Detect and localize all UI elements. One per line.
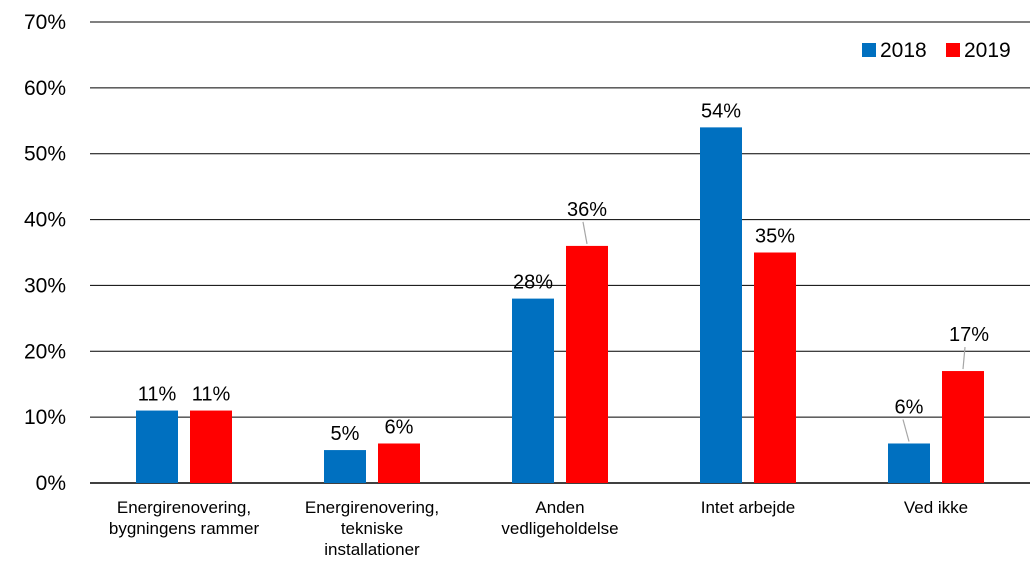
bar-2019-4 (942, 371, 984, 483)
data-label-2018-1: 5% (331, 423, 360, 445)
category-label: Ved ikke (904, 498, 968, 517)
category-label: Energirenovering, bygningens rammer (109, 498, 260, 538)
gridlines (90, 21, 1030, 484)
data-label-2019-1: 6% (385, 416, 414, 438)
bar-2018-1 (324, 450, 366, 483)
y-tick-label: 70% (24, 11, 66, 34)
legend-label-2019: 2019 (964, 39, 1011, 62)
data-label-2019-3: 35% (755, 226, 795, 248)
category-labels: Energirenovering, bygningens rammer Energi… (109, 498, 968, 559)
y-tick-label: 30% (24, 274, 66, 297)
leader-line (902, 419, 910, 442)
data-label-2018-2: 28% (513, 272, 553, 294)
bars (136, 127, 984, 483)
data-labels: 11% 5% 28% 54% 6% 11% 6% 36% 35% 17% (138, 100, 990, 445)
data-label-2019-2: 36% (567, 199, 607, 221)
category-label: Intet arbejde (701, 498, 796, 517)
leader-line (962, 346, 966, 370)
data-label-2018-0: 11% (138, 384, 177, 406)
leader-line (582, 221, 588, 245)
y-tick-label: 20% (24, 340, 66, 363)
data-label-2018-4: 6% (895, 396, 924, 418)
y-axis-tick-labels: 0% 10% 20% 30% 40% 50% 60% 70% (24, 11, 66, 495)
legend: 2018 2019 (862, 39, 1011, 62)
y-tick-label: 10% (24, 406, 66, 429)
legend-swatch-2018 (862, 43, 876, 57)
bar-2019-0 (190, 410, 232, 483)
bar-2018-3 (700, 127, 742, 483)
bar-2019-1 (378, 443, 420, 483)
bar-2018-4 (888, 443, 930, 483)
legend-label-2018: 2018 (880, 39, 927, 62)
y-tick-label: 40% (24, 209, 66, 232)
bar-2018-2 (512, 298, 554, 483)
bar-2019-2 (566, 245, 608, 483)
data-label-2019-4: 17% (949, 324, 989, 346)
y-tick-label: 50% (24, 143, 66, 166)
category-label: Anden vedligeholdelse (501, 498, 618, 538)
legend-swatch-2019 (946, 43, 960, 57)
label-leader-lines (582, 221, 966, 442)
y-tick-label: 60% (24, 77, 66, 100)
data-label-2018-3: 54% (701, 100, 741, 122)
category-label: Energirenovering, tekniske installationer (305, 498, 439, 559)
bar-2019-3 (754, 252, 796, 483)
y-tick-label: 0% (36, 472, 66, 495)
bar-2018-0 (136, 410, 178, 483)
data-label-2019-0: 11% (192, 384, 231, 406)
